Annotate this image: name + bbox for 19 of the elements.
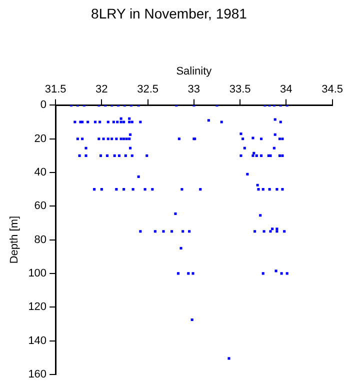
x-tick-label: 33: [188, 84, 200, 96]
x-tick-label: 31.5: [44, 84, 66, 96]
y-axis-title: Depth [m]: [8, 216, 21, 264]
y-tick-label: 140: [28, 334, 47, 347]
x-axis-title: Salinity: [176, 65, 212, 78]
y-tick-label: 20: [34, 132, 47, 145]
y-tick-label: 80: [34, 234, 47, 246]
x-tick-label: 32: [96, 84, 108, 96]
y-tick-label: 120: [28, 301, 47, 314]
y-tick-label: 160: [28, 368, 47, 380]
x-tick-label: 34: [280, 84, 292, 96]
y-tick-label: 60: [34, 200, 47, 212]
y-tick-label: 40: [34, 166, 47, 179]
y-tick-label: 0: [40, 99, 47, 112]
x-tick-label: 33.5: [229, 84, 251, 96]
x-tick-label: 32.5: [137, 84, 159, 96]
chart-title: 8LRY in November, 1981: [91, 5, 248, 22]
y-tick-label: 100: [28, 267, 47, 280]
x-tick-label: 34.5: [322, 84, 344, 96]
